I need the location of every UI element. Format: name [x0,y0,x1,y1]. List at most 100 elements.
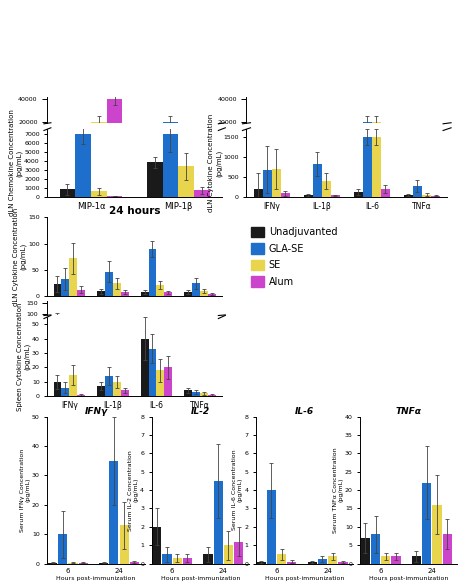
Bar [354,192,363,197]
Bar [331,195,340,197]
Bar [381,188,390,197]
Bar [412,556,421,564]
Bar [318,559,327,564]
Bar [431,196,440,197]
Y-axis label: Serum TNFα Concentration
(pg/mL): Serum TNFα Concentration (pg/mL) [333,447,343,533]
Title: IL-2: IL-2 [191,407,210,416]
Bar [183,558,192,564]
X-axis label: Hours post-immunization: Hours post-immunization [56,576,136,581]
Bar [272,169,281,197]
Bar [254,188,263,197]
Bar [443,534,452,564]
Bar [173,558,182,564]
Bar [97,386,105,396]
Bar [61,387,69,396]
Bar [156,370,164,396]
Title: IL-6: IL-6 [295,407,314,416]
Bar [277,554,286,564]
Bar [381,556,391,564]
Bar [287,562,296,564]
Y-axis label: Serum IFNγ Concentration
(pg/mL): Serum IFNγ Concentration (pg/mL) [20,448,30,532]
Bar [48,562,57,564]
Bar [178,166,194,197]
Bar [163,554,172,564]
Bar [109,461,118,564]
Title: 24 hours: 24 hours [109,306,160,316]
Bar [54,324,61,337]
Bar [208,395,216,396]
Bar [91,122,107,145]
Bar [113,284,121,296]
Bar [60,190,75,197]
Bar [91,191,107,197]
Bar [141,339,148,396]
Bar [267,490,276,564]
Bar [184,292,192,296]
X-axis label: Hours post-immunization: Hours post-immunization [161,576,240,581]
Bar [308,562,317,564]
Bar [68,562,78,564]
Bar [148,349,156,396]
Bar [256,562,266,564]
Bar [121,292,128,296]
Bar [224,545,233,564]
Bar [214,481,223,564]
Bar [61,279,69,296]
X-axis label: Hours post-immunization: Hours post-immunization [265,576,344,581]
Y-axis label: Spleen Cytokine Concentration
(pg/mL): Spleen Cytokine Concentration (pg/mL) [17,302,30,411]
Bar [141,292,148,296]
Bar [152,527,161,564]
Bar [105,272,113,296]
Bar [203,554,212,564]
Bar [184,390,192,396]
Bar [163,134,178,197]
Bar [99,562,108,564]
Bar [75,134,91,197]
Bar [263,170,272,197]
Bar [97,291,105,296]
Bar [156,285,164,296]
Bar [163,122,178,145]
Bar [361,538,370,564]
Bar [432,505,442,564]
Bar [372,122,381,145]
Bar [121,390,128,396]
Bar [363,122,372,145]
Bar [200,393,208,396]
Legend: Unadjuvanted, GLA-SE, SE, Alum: Unadjuvanted, GLA-SE, SE, Alum [251,227,337,287]
Bar [130,562,139,564]
Bar [208,294,216,296]
Bar [77,289,85,296]
Title: 24 hours: 24 hours [109,207,160,217]
Bar [54,382,61,396]
Bar [192,284,200,296]
Bar [119,525,129,564]
Y-axis label: Serum IL-2 Concentration
(pg/mL): Serum IL-2 Concentration (pg/mL) [128,450,139,531]
Bar [79,562,88,564]
Y-axis label: Serum IL-6 Concentration
(pg/mL): Serum IL-6 Concentration (pg/mL) [232,450,243,531]
Bar [148,249,156,296]
Bar [164,367,172,396]
Y-axis label: dLN Cytokine Concentration
(pg/mL): dLN Cytokine Concentration (pg/mL) [13,208,27,306]
Bar [194,190,210,197]
Bar [422,195,431,197]
Bar [164,292,172,296]
Bar [69,258,77,296]
Bar [234,541,243,564]
Bar [69,375,77,396]
Bar [328,556,337,564]
Bar [371,534,380,564]
Title: TNFα: TNFα [396,407,422,416]
Bar [147,163,163,197]
Bar [372,137,381,197]
Bar [54,284,61,296]
Bar [413,186,422,197]
Bar [338,562,347,564]
Bar [322,181,331,197]
Bar [113,382,121,396]
Bar [200,291,208,296]
Title: IFNγ: IFNγ [84,407,108,416]
Bar [281,194,290,197]
Bar [107,99,122,145]
Y-axis label: dLN Chemokine Concentration
(pg/mL): dLN Chemokine Concentration (pg/mL) [9,109,23,217]
